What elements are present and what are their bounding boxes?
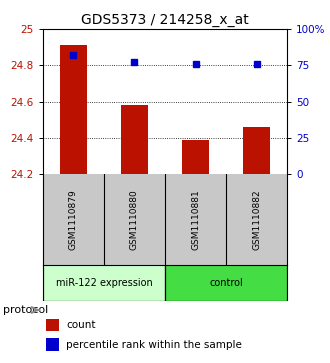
Text: GSM1110882: GSM1110882 [252, 189, 261, 250]
Bar [243, 127, 270, 174]
Bar [46, 338, 59, 351]
Title: GDS5373 / 214258_x_at: GDS5373 / 214258_x_at [81, 13, 249, 26]
Bar [60, 45, 87, 174]
Bar [182, 140, 209, 174]
Bar [165, 265, 287, 301]
Text: control: control [209, 278, 243, 288]
Text: GSM1110879: GSM1110879 [69, 189, 78, 250]
Text: protocol: protocol [3, 305, 49, 315]
Text: miR-122 expression: miR-122 expression [55, 278, 152, 288]
Text: GSM1110881: GSM1110881 [191, 189, 200, 250]
Bar [46, 319, 59, 331]
Bar [121, 105, 148, 174]
Text: count: count [66, 320, 95, 330]
Bar [43, 265, 165, 301]
Text: percentile rank within the sample: percentile rank within the sample [66, 340, 242, 350]
Text: GSM1110880: GSM1110880 [130, 189, 139, 250]
